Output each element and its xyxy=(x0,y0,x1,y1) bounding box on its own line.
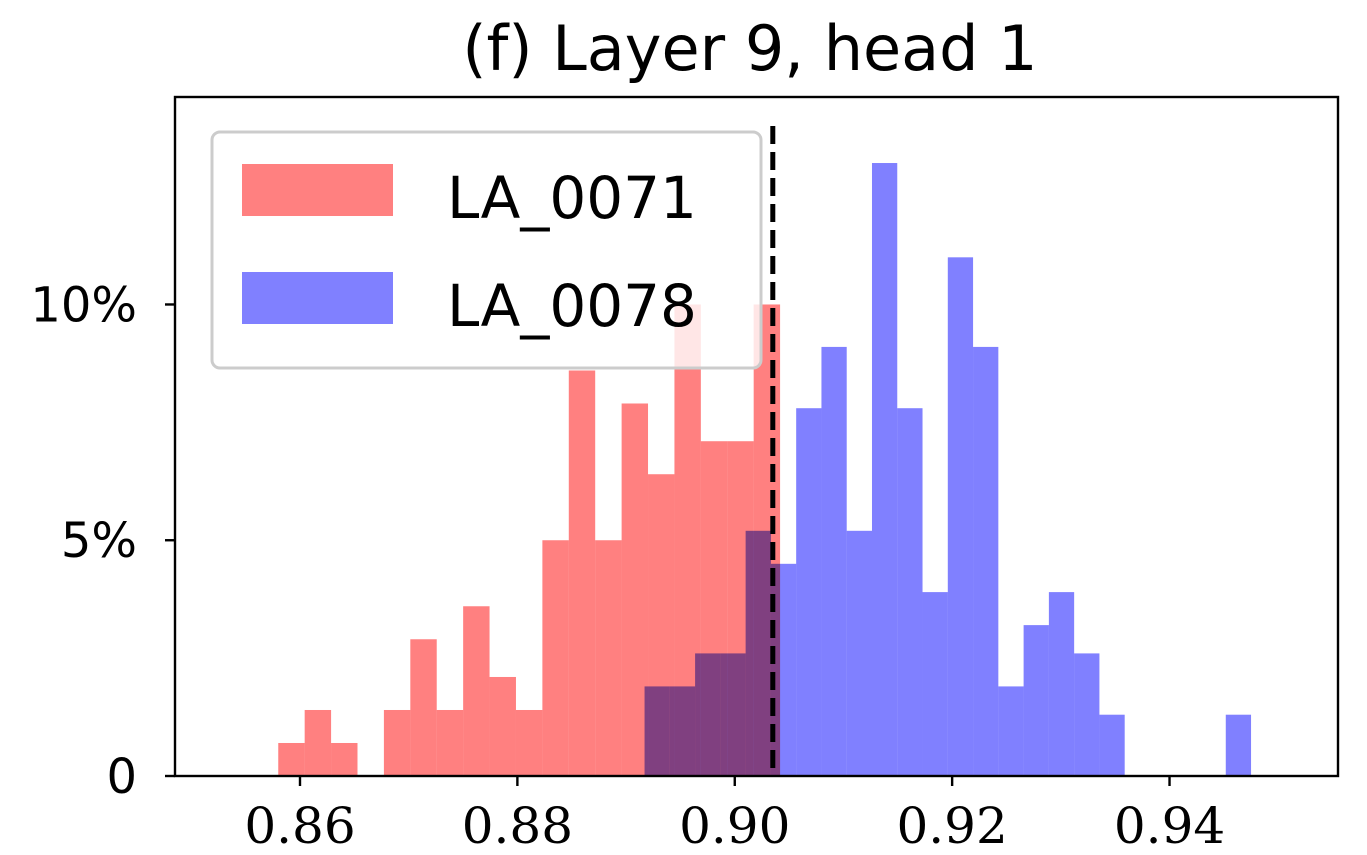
bar-la-0078 xyxy=(695,653,721,776)
y-axis-ticks: 0 5% 10% xyxy=(30,277,175,805)
bar-la-0078 xyxy=(1048,592,1075,776)
x-tick-label: 0.92 xyxy=(896,797,1007,855)
bar-la-0071 xyxy=(463,606,490,776)
bar-la-0078 xyxy=(947,257,974,776)
bar-la-0078 xyxy=(821,346,847,776)
bar-la-0078 xyxy=(720,653,746,776)
bar-la-0071 xyxy=(278,742,305,776)
bar-la-0078 xyxy=(1099,714,1125,776)
bar-la-0071 xyxy=(568,370,596,776)
bar-la-0078 xyxy=(897,408,923,776)
legend-label-la-0078: LA_0078 xyxy=(447,272,697,340)
bar-la-0078 xyxy=(669,686,696,776)
legend-swatch-la-0078 xyxy=(242,272,393,324)
bar-la-0071 xyxy=(304,709,332,776)
bar-la-0071 xyxy=(489,676,516,776)
bar-la-0078 xyxy=(1225,714,1252,776)
bar-la-0078 xyxy=(973,346,999,776)
plot-area-frame xyxy=(173,95,1340,778)
bar-la-0071 xyxy=(331,742,358,776)
bar-la-0078 xyxy=(922,592,948,776)
x-tick-label: 0.86 xyxy=(244,797,355,855)
x-tick-label: 0.90 xyxy=(679,797,790,855)
bar-la-0078 xyxy=(871,163,898,776)
bar-la-0071 xyxy=(621,403,649,776)
legend-label-la-0071: LA_0071 xyxy=(447,164,697,232)
bar-la-0071 xyxy=(515,709,543,776)
legend: LA_0071 LA_0078 xyxy=(210,130,763,370)
bars-group xyxy=(278,163,1252,776)
bar-la-0078 xyxy=(796,408,822,776)
y-tick-label: 5% xyxy=(61,513,137,569)
bar-la-0078 xyxy=(998,686,1024,776)
bar-la-0078 xyxy=(644,686,670,776)
bar-la-0071 xyxy=(542,540,569,776)
y-tick-label: 0 xyxy=(106,749,137,805)
x-tick-label: 0.88 xyxy=(462,797,573,855)
legend-swatch-la-0071 xyxy=(242,164,393,216)
bar-la-0078 xyxy=(1074,653,1100,776)
bar-la-0071 xyxy=(436,709,464,776)
chart-title: (f) Layer 9, head 1 xyxy=(462,12,1037,85)
x-tick-label: 0.94 xyxy=(1114,797,1225,855)
bar-la-0071 xyxy=(410,639,437,776)
bar-la-0078 xyxy=(846,530,872,776)
bar-la-0078 xyxy=(745,530,771,776)
bar-la-0071 xyxy=(595,540,622,776)
x-axis-ticks: 0.86 0.88 0.90 0.92 0.94 xyxy=(244,776,1225,855)
y-tick-label: 10% xyxy=(30,277,137,333)
bar-la-0071 xyxy=(383,709,411,776)
bar-la-0078 xyxy=(1023,625,1049,776)
